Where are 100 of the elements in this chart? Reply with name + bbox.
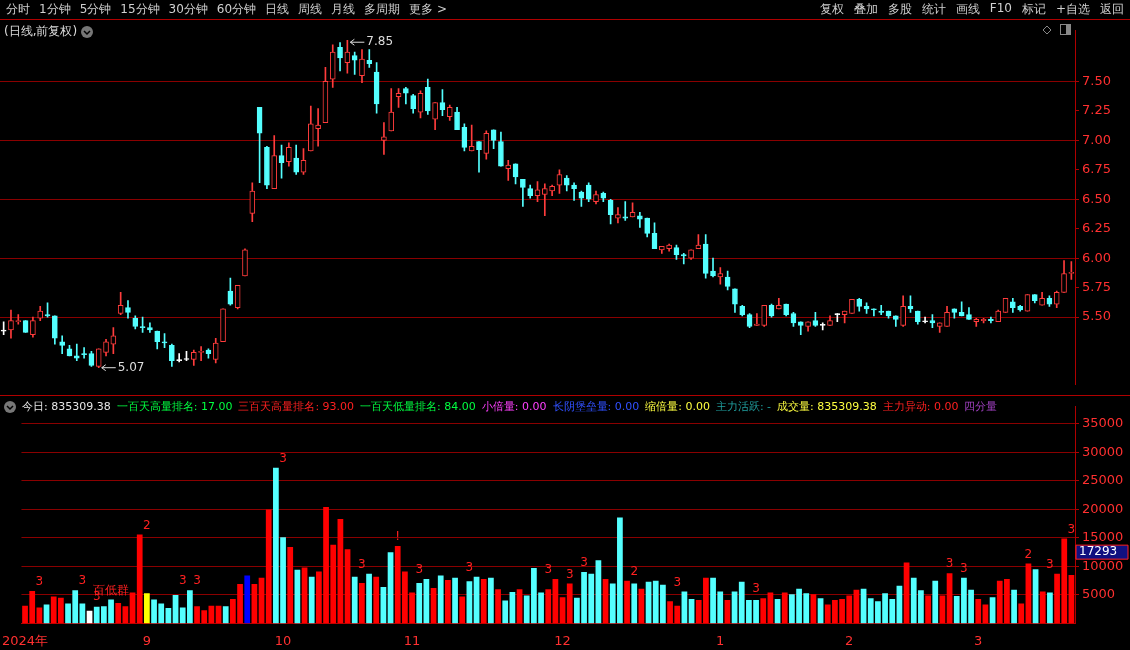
text: 17293: [1079, 544, 1118, 559]
annotation: 3: [35, 574, 44, 589]
annotation: 3: [960, 560, 968, 575]
annotation: 长阴堡垒量: 0.00: [552, 399, 640, 414]
y-tick-label: 7.25: [1082, 102, 1111, 118]
y-tick-label: 35000: [1082, 415, 1124, 431]
candlestick: [878, 304, 885, 316]
bar: [244, 575, 251, 624]
bar: [624, 580, 630, 624]
bar: [136, 534, 143, 624]
annotation: 3: [279, 450, 287, 465]
annotation: !: [395, 529, 401, 544]
candlestick: [381, 122, 387, 155]
text: 统计: [921, 1, 946, 18]
candlestick: [754, 313, 760, 326]
text: 周线: [298, 1, 323, 18]
bar: [1047, 592, 1053, 624]
y-tick-label: 30000: [1082, 443, 1124, 459]
candlestick: [871, 308, 877, 317]
text: 1分钟: [39, 1, 71, 18]
y-tick-label: 5000: [1082, 586, 1116, 602]
bar: [452, 577, 458, 624]
text: 分时: [6, 1, 30, 18]
text: F10: [989, 1, 1012, 17]
text: 更多 >: [409, 1, 447, 18]
annotation: 3: [193, 573, 201, 588]
bar: [932, 580, 939, 624]
text: 返回: [1100, 1, 1124, 18]
y-tick-label: 6.75: [1082, 161, 1111, 177]
bar: [480, 578, 487, 624]
bar: [502, 600, 509, 624]
y-tick-label: 10000: [1082, 557, 1124, 573]
text: 日线: [265, 1, 290, 18]
annotation: 三百天高量排名: 93.00: [238, 399, 355, 414]
bar: [631, 583, 638, 624]
annotation: 3: [1067, 521, 1076, 536]
y-tick-label: 5.50: [1082, 308, 1111, 324]
text: 叠加: [853, 1, 878, 18]
annotation: 3: [565, 566, 574, 581]
bar: [351, 576, 358, 624]
candlestick: [571, 182, 577, 201]
bar: [222, 606, 229, 624]
bar: [144, 593, 150, 624]
y-tick-label: 6.50: [1082, 190, 1111, 206]
candlestick: [73, 343, 80, 361]
candlestick: [366, 49, 373, 68]
annotation: 3: [178, 573, 187, 588]
annotation: 3: [752, 581, 760, 596]
bar: [115, 602, 122, 624]
bar: [416, 582, 423, 624]
y-tick-label: 7.00: [1082, 131, 1111, 147]
bar: [359, 582, 365, 624]
candlestick: [468, 124, 475, 152]
bar: [459, 596, 466, 624]
annotation: 3: [673, 574, 682, 589]
annotation: 3: [580, 555, 588, 570]
text: 标记: [1021, 1, 1046, 18]
x-tick-label: 12: [554, 632, 571, 648]
annotation: 3: [415, 562, 424, 577]
candlestick: [717, 267, 724, 285]
annotation: 2: [143, 517, 151, 532]
annotation: 主力活跃: -: [715, 399, 772, 414]
annotation: 小倍量: 0.00: [481, 399, 547, 414]
annotation: 2: [630, 563, 639, 578]
text: 5分钟: [79, 1, 112, 18]
annotation: 一百天低量排名: 84.00: [360, 399, 476, 414]
bar: [925, 595, 931, 624]
x-tick-label: 3: [974, 632, 983, 648]
text: 月线: [331, 1, 356, 18]
y-tick-label: 5.75: [1082, 278, 1111, 294]
annotation: 3: [465, 559, 474, 574]
annotation: 今日: 835309.38: [22, 399, 111, 414]
annotation: 7.85: [366, 34, 394, 49]
bar: [545, 589, 552, 624]
annotation: 3: [358, 556, 366, 571]
annotation: 3: [1046, 556, 1054, 571]
text: 15分钟: [120, 1, 160, 18]
text: 画线: [955, 1, 980, 18]
text: 多周期: [364, 1, 401, 18]
bar: [308, 576, 315, 624]
annotation: 成交量: 835309.38: [777, 399, 877, 414]
candlestick: [505, 160, 512, 181]
annotation: 3: [78, 573, 87, 588]
y-tick-label: 6.25: [1082, 220, 1111, 236]
bar: [1039, 591, 1046, 624]
bar: [1011, 589, 1017, 624]
bar: [566, 583, 573, 624]
bar: [445, 580, 451, 624]
annotation: 四分量: [964, 399, 998, 414]
bar: [781, 592, 788, 624]
bar: [1018, 603, 1025, 624]
y-tick-label: 20000: [1082, 500, 1124, 516]
bar: [975, 598, 982, 624]
y-tick-label: 6.00: [1082, 249, 1111, 265]
annotation: 一百天高量排名: 17.00: [116, 399, 233, 414]
bar: [287, 547, 294, 624]
x-tick-label: 2: [845, 632, 854, 648]
bar: [488, 577, 494, 624]
chart-title: (日线,前复权): [4, 23, 78, 40]
candlestick: [315, 108, 321, 147]
